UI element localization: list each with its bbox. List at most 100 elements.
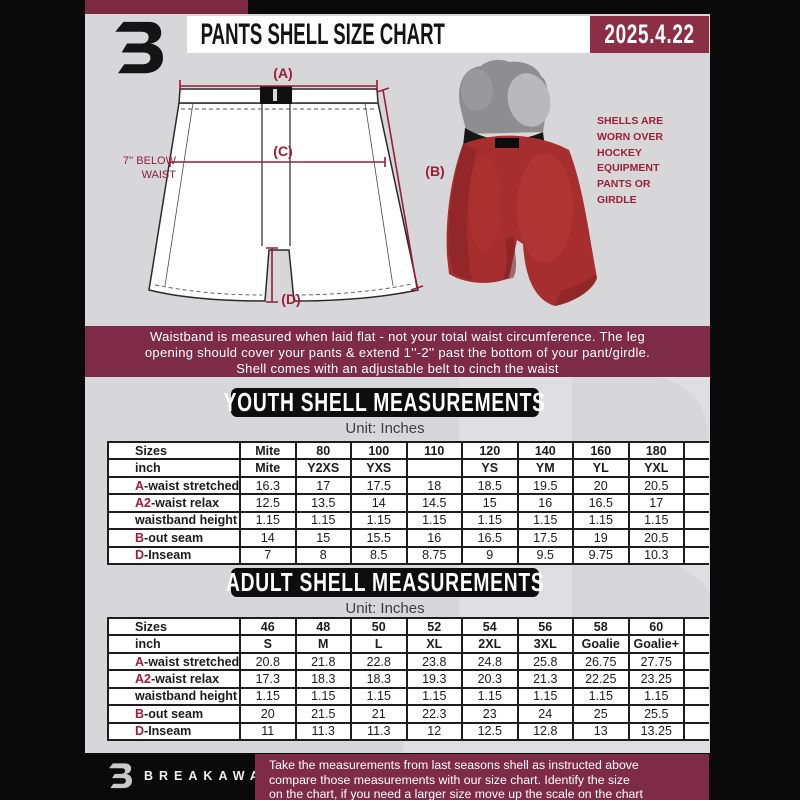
value-cell: 24.8 — [461, 651, 519, 672]
value-cell: 14 — [239, 528, 297, 548]
value-cell: 16 — [405, 528, 463, 548]
value-cell: 13.5 — [294, 493, 352, 513]
value-cell: 1.15 — [350, 686, 408, 707]
row-label-text: -Inseam — [144, 724, 192, 739]
value-cell: 23.25 — [627, 669, 685, 689]
hockey-pants-photo — [446, 59, 597, 306]
shell-highlight-2 — [469, 155, 501, 251]
row-label: D-Inseam — [107, 721, 241, 742]
footer-note: Take the measurements from last seasons … — [255, 754, 709, 800]
girdle-pad-right — [507, 73, 551, 127]
size-header-cell: Mite — [239, 440, 297, 461]
table-header-row: inch S M L XL 2XL 3XL Goalie Goalie+ — [107, 634, 709, 654]
value-cell: 20.3 — [461, 669, 519, 689]
shell-crease — [503, 236, 517, 280]
size-header-cell: S — [239, 634, 297, 654]
value-cell: 7 — [239, 545, 297, 566]
table-row: waistband height 1.15 1.15 1.15 1.15 1.15 1.15… — [107, 686, 709, 707]
value-cell: 16 — [516, 493, 574, 513]
value-cell: 21.8 — [294, 651, 352, 672]
row-label-text: -Inseam — [144, 548, 192, 563]
value-cell: 18.5 — [461, 475, 519, 496]
shorts-measurement-diagram: (A) (C) (B) (D) — [148, 65, 445, 307]
measure-line-c — [169, 157, 386, 167]
row-label: Sizes — [107, 616, 241, 637]
row-label-text: inch — [135, 637, 161, 652]
info-line: Shell comes with an adjustable belt to c… — [236, 361, 559, 377]
value-cell: 18 — [405, 475, 463, 496]
value-cell: 22.25 — [572, 669, 630, 689]
value-cell: 12.8 — [516, 721, 574, 742]
youth-section-title: YOUTH SHELL MEASUREMENTS — [223, 387, 547, 417]
fly-panel-lines — [261, 104, 291, 246]
table-header-row: inch Mite Y2XS YXS YS YM YL YXL — [107, 458, 709, 478]
red-shell — [446, 135, 597, 306]
row-label-text: waistband height — [135, 689, 238, 704]
table-row: B-out seam 20 21.5 21 22.3 23 24 25 25.5 — [107, 704, 709, 724]
youth-table: Sizes Mite 80 100 110 120 140 160 180 inch Mite Y2X… — [107, 440, 709, 566]
size-header-cell: 56 — [516, 616, 574, 637]
value-cell: 1.15 — [461, 686, 519, 707]
size-header-cell — [405, 458, 463, 478]
value-cell: 10.3 — [627, 545, 685, 566]
shell-highlight — [517, 153, 573, 263]
breakaway-footer-logo-icon — [109, 763, 132, 789]
size-header-cell: 160 — [572, 440, 630, 461]
row-label: A-waist stretched — [107, 475, 241, 496]
size-header-cell: YS — [461, 458, 519, 478]
table-row: A-waist stretched 20.8 21.8 22.8 23.8 24.8 25.… — [107, 651, 709, 672]
size-header-cell: 60 — [627, 616, 685, 637]
size-header-cell: 50 — [350, 616, 408, 637]
youth-unit-label: Unit: Inches — [345, 420, 425, 437]
size-header-cell: 54 — [461, 616, 519, 637]
size-header-cell: Goalie+ — [627, 634, 685, 654]
value-cell: 19.5 — [516, 475, 574, 496]
value-cell: 16.5 — [572, 493, 630, 513]
row-label-prefix: A — [135, 478, 145, 493]
value-cell: 17.5 — [350, 475, 408, 496]
size-header-cell: Y2XS — [294, 458, 352, 478]
table-row: waistband height 1.15 1.15 1.15 1.15 1.15 1.15… — [107, 510, 709, 531]
value-cell: 1.15 — [294, 686, 352, 707]
footer-brand-text: BREAKAWAY — [144, 769, 279, 783]
page-title: PANTS SHELL SIZE CHART — [200, 17, 445, 51]
value-cell: 1.15 — [405, 510, 463, 531]
value-cell: 1.15 — [572, 510, 630, 531]
adult-table: Sizes 46 48 50 52 54 56 58 60 inch S M L XL 2XL 3XL Goal… — [107, 616, 709, 742]
value-cell: 16.3 — [239, 475, 297, 496]
filler-cell — [683, 475, 709, 496]
below-waist-note: 7'' BELOW WAIST — [122, 155, 176, 182]
value-cell: 20.5 — [627, 528, 685, 548]
adult-unit-label: Unit: Inches — [345, 600, 425, 617]
measure-line-a — [179, 80, 378, 92]
filler-cell — [683, 669, 709, 689]
value-cell: 13 — [572, 721, 630, 742]
value-cell: 1.15 — [461, 510, 519, 531]
filler-cell — [683, 458, 709, 478]
value-cell: 20 — [572, 475, 630, 496]
value-cell: 12.5 — [461, 721, 519, 742]
shells-worn-note: SHELLS ARE WORN OVER HOCKEY EQUIPMENT PA… — [597, 115, 664, 206]
value-cell: 20.8 — [239, 651, 297, 672]
row-label-text: -waist stretched — [144, 654, 240, 669]
value-cell: 8.75 — [405, 545, 463, 566]
row-label-prefix: B — [135, 706, 145, 721]
shorts-outline — [148, 102, 419, 302]
adult-section-banner: ADULT SHELL MEASUREMENTS — [226, 567, 544, 597]
info-banner: Waistband is measured when laid flat - n… — [85, 326, 710, 377]
filler-cell — [683, 721, 709, 742]
value-cell: 25.8 — [516, 651, 574, 672]
measurements-table: Sizes Mite 80 100 110 120 140 160 180 inch Mite Y2X… — [107, 440, 709, 566]
value-cell: 1.15 — [627, 510, 685, 531]
filler-cell — [683, 528, 709, 548]
row-label: B-out seam — [107, 704, 241, 724]
table-row: D-Inseam 11 11.3 11.3 12 12.5 12.8 13 13.25 — [107, 721, 709, 742]
table-row: B-out seam 14 15 15.5 16 16.5 17.5 19 20.5 — [107, 528, 709, 548]
value-cell: 17 — [294, 475, 352, 496]
row-label-prefix: A2 — [135, 671, 151, 686]
value-cell: 1.15 — [627, 686, 685, 707]
row-label-prefix: A2 — [135, 495, 151, 510]
breakaway-logo-icon — [115, 21, 163, 74]
value-cell: 24 — [516, 704, 574, 724]
shell-hem-shadow — [555, 274, 597, 306]
